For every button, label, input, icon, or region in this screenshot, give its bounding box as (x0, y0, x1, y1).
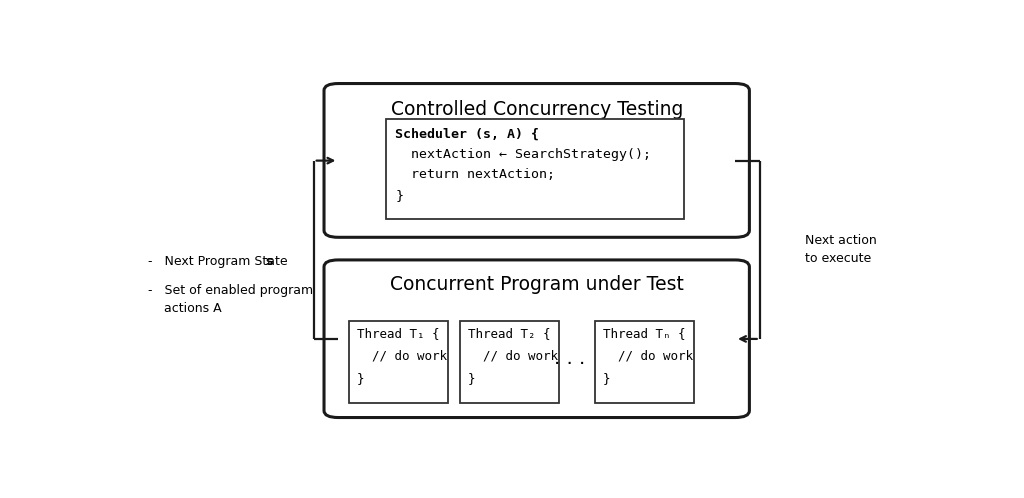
FancyBboxPatch shape (386, 119, 684, 219)
Text: }: } (468, 372, 475, 385)
FancyBboxPatch shape (348, 321, 447, 403)
Text: Next action
to execute: Next action to execute (805, 234, 877, 265)
FancyBboxPatch shape (324, 260, 750, 417)
Text: s: s (265, 254, 272, 267)
Text: Thread Tₙ {: Thread Tₙ { (602, 327, 685, 341)
Text: -   Set of enabled program
    actions A: - Set of enabled program actions A (147, 284, 313, 315)
Text: }: } (395, 189, 403, 202)
FancyBboxPatch shape (324, 84, 750, 238)
FancyBboxPatch shape (460, 321, 559, 403)
Text: }: } (356, 372, 365, 385)
Text: -   Next Program State: - Next Program State (147, 254, 292, 267)
Text: Scheduler (s, A) {: Scheduler (s, A) { (395, 127, 540, 140)
Text: Thread T₁ {: Thread T₁ { (356, 327, 439, 341)
Text: // do work: // do work (356, 350, 446, 363)
Text: }: } (602, 372, 610, 385)
Text: // do work: // do work (468, 350, 558, 363)
Text: return nextAction;: return nextAction; (395, 168, 555, 181)
Text: Controlled Concurrency Testing: Controlled Concurrency Testing (390, 100, 683, 119)
Text: // do work: // do work (602, 350, 692, 363)
Text: Thread T₂ {: Thread T₂ { (468, 327, 550, 341)
Text: Concurrent Program under Test: Concurrent Program under Test (390, 275, 684, 294)
Text: · · ·: · · · (554, 355, 585, 374)
FancyBboxPatch shape (595, 321, 694, 403)
Text: nextAction ← SearchStrategy();: nextAction ← SearchStrategy(); (395, 148, 651, 161)
